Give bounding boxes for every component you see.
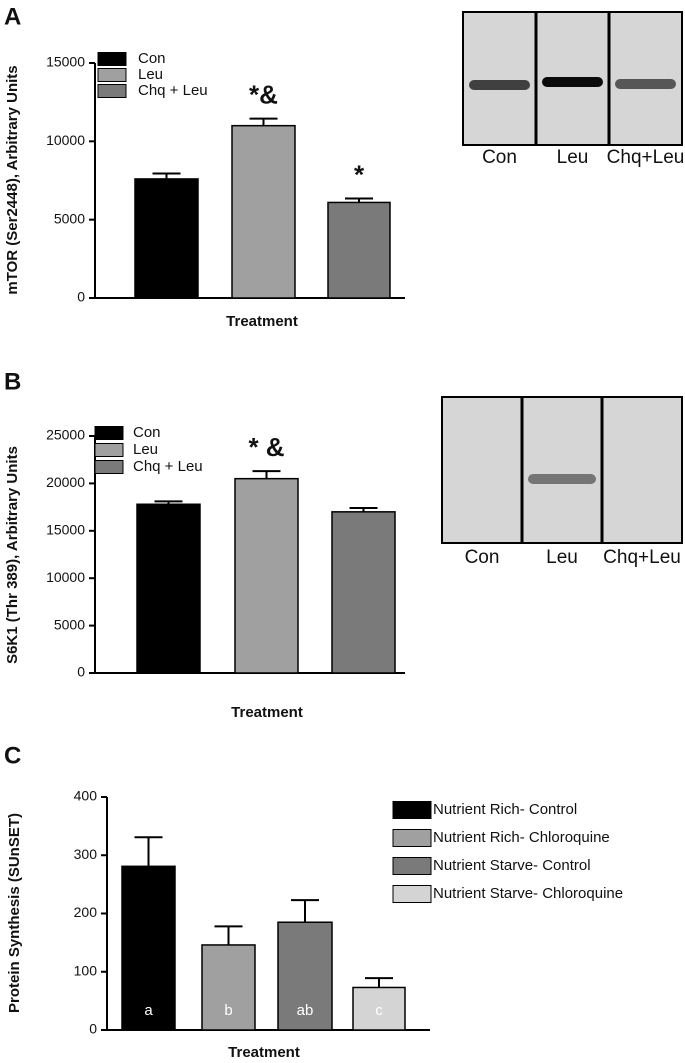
legend-swatch (392, 801, 432, 819)
legend-swatch (392, 829, 432, 847)
y-tick-label: 200 (74, 904, 98, 920)
legend-label: Chq + Leu (133, 458, 203, 475)
y-tick-label: 0 (77, 289, 85, 305)
panel-letter: A (4, 3, 21, 30)
x-axis-label: Treatment (228, 1044, 300, 1061)
bar (327, 201, 391, 299)
y-axis-label: Protein Synthesis (SUnSET) (6, 813, 23, 1013)
blot-lane-label: Leu (557, 147, 589, 168)
x-axis-label: Treatment (226, 313, 298, 330)
significance-mark: * (354, 159, 365, 189)
y-tick-label: 300 (74, 846, 98, 862)
y-tick-label: 10000 (46, 132, 85, 148)
x-axis-label: Treatment (231, 704, 303, 721)
legend-swatch (97, 68, 127, 82)
y-tick-label: 0 (77, 664, 85, 680)
legend-swatch (94, 443, 124, 457)
group-label: a (144, 1002, 153, 1019)
blot-lane-label: Leu (546, 547, 578, 568)
legend-swatch (94, 426, 124, 440)
y-tick-label: 5000 (54, 210, 85, 226)
blot-band (469, 80, 530, 90)
group-label: ab (297, 1002, 314, 1019)
blot-band (542, 77, 603, 87)
group-label: c (375, 1002, 383, 1019)
legend-label: Con (133, 424, 161, 441)
bar (201, 944, 256, 1031)
y-axis-label: mTOR (Ser2448), Arbitrary Units (4, 65, 21, 294)
blot-lane-label: Chq+Leu (607, 147, 685, 168)
bar (136, 503, 201, 674)
significance-mark: *& (249, 79, 278, 109)
bar (134, 178, 199, 299)
blot-band (615, 79, 676, 89)
panel-letter: C (4, 742, 21, 769)
bar (231, 124, 296, 299)
legend-label: Chq + Leu (138, 82, 208, 99)
y-tick-label: 25000 (46, 427, 85, 443)
bar (277, 921, 333, 1031)
legend-label: Nutrient Starve- Control (433, 857, 591, 874)
blot-lane-label: Chq+Leu (603, 547, 681, 568)
y-tick-label: 15000 (46, 522, 85, 538)
legend-label: Leu (133, 441, 158, 458)
legend-swatch (97, 84, 127, 98)
y-tick-label: 400 (74, 788, 98, 804)
bar (352, 986, 406, 1031)
y-axis-label: S6K1 (Thr 389), Arbitrary Units (4, 446, 21, 664)
legend-swatch (94, 460, 124, 474)
blot-background (441, 396, 683, 544)
legend-swatch (392, 857, 432, 875)
legend-label: Nutrient Rich- Control (433, 801, 577, 818)
legend-label: Nutrient Starve- Chloroquine (433, 885, 623, 902)
blot-lane-label: Con (482, 147, 517, 168)
blot-band (528, 474, 596, 484)
bar (121, 865, 176, 1031)
y-tick-label: 100 (74, 962, 98, 978)
bar (331, 511, 396, 674)
legend-label: Con (138, 50, 166, 67)
bar (234, 477, 299, 674)
y-tick-label: 20000 (46, 474, 85, 490)
legend-swatch (97, 52, 127, 66)
y-tick-label: 10000 (46, 569, 85, 585)
y-tick-label: 0 (89, 1021, 97, 1037)
legend-label: Nutrient Rich- Chloroquine (433, 829, 610, 846)
group-label: b (224, 1002, 232, 1019)
y-tick-label: 15000 (46, 54, 85, 70)
blot-lane-label: Con (465, 547, 500, 568)
legend-label: Leu (138, 66, 163, 83)
significance-mark: * & (248, 432, 284, 462)
legend-swatch (392, 885, 432, 903)
y-tick-label: 5000 (54, 616, 85, 632)
panel-letter: B (4, 368, 21, 395)
